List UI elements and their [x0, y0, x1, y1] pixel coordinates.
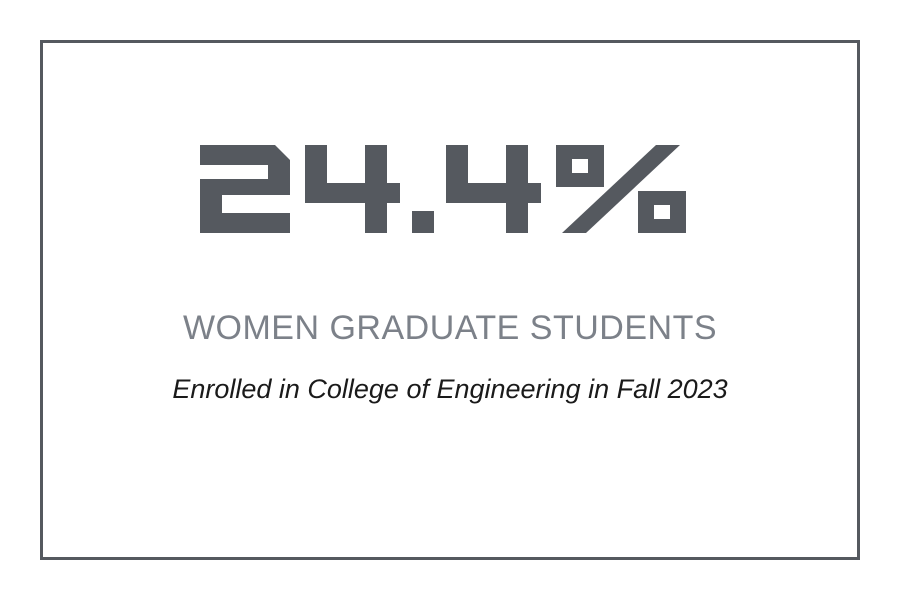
stat-title: WOMEN GRADUATE STUDENTS: [183, 309, 717, 348]
stat-value: [200, 145, 700, 255]
stat-card: WOMEN GRADUATE STUDENTS Enrolled in Coll…: [40, 40, 860, 560]
stat-subtitle: Enrolled in College of Engineering in Fa…: [172, 374, 727, 405]
